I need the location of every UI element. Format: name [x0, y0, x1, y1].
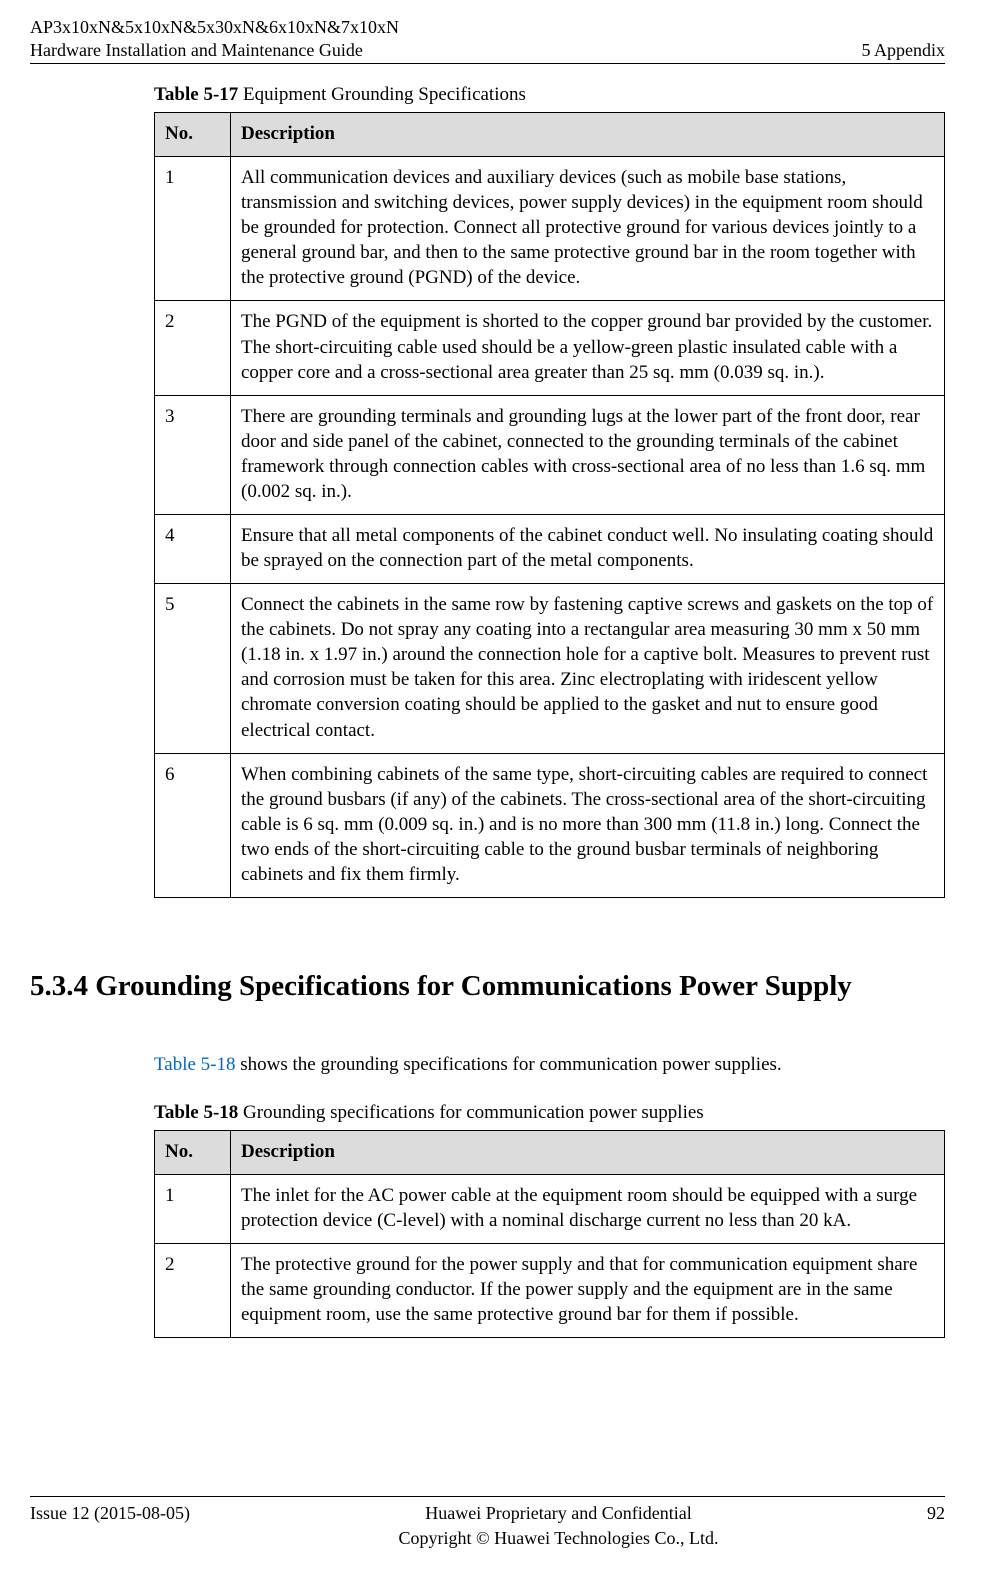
- table-2-caption-text: Grounding specifications for communicati…: [238, 1102, 703, 1123]
- table-1-cell-no: 2: [155, 301, 231, 395]
- table-2-head-desc: Description: [231, 1130, 945, 1174]
- table-1-cell-desc: All communication devices and auxiliary …: [231, 157, 945, 301]
- table-2-head-no: No.: [155, 1130, 231, 1174]
- table-1-cell-no: 1: [155, 157, 231, 301]
- table-1-caption-text: Equipment Grounding Specifications: [238, 84, 526, 105]
- table-2-cell-desc: The protective ground for the power supp…: [231, 1244, 945, 1338]
- table-2-xref[interactable]: Table 5-18: [154, 1054, 236, 1075]
- table-1-cell-no: 3: [155, 395, 231, 514]
- table-1-caption-label: Table 5-17: [154, 84, 238, 105]
- footer-proprietary: Huawei Proprietary and Confidential: [190, 1501, 927, 1525]
- table-row: 1 The inlet for the AC power cable at th…: [155, 1175, 945, 1244]
- table-row: 3 There are grounding terminals and grou…: [155, 395, 945, 514]
- footer-page-number: 92: [927, 1501, 945, 1525]
- table-row: 5 Connect the cabinets in the same row b…: [155, 584, 945, 753]
- page-header: AP3x10xN&5x10xN&5x30xN&6x10xN&7x10xN Har…: [30, 16, 945, 64]
- table-row: 6 When combining cabinets of the same ty…: [155, 753, 945, 897]
- table-row: 2 The PGND of the equipment is shorted t…: [155, 301, 945, 395]
- table-row: 4 Ensure that all metal components of th…: [155, 515, 945, 584]
- table-1-caption: Table 5-17 Equipment Grounding Specifica…: [154, 84, 945, 106]
- footer-issue: Issue 12 (2015-08-05): [30, 1501, 190, 1525]
- header-section: 5 Appendix: [862, 39, 946, 62]
- table-2-caption-label: Table 5-18: [154, 1102, 238, 1123]
- table-1-cell-desc: Connect the cabinets in the same row by …: [231, 584, 945, 753]
- table-1-cell-no: 6: [155, 753, 231, 897]
- table-1-cell-no: 4: [155, 515, 231, 584]
- table-1-head-no: No.: [155, 113, 231, 157]
- table-1-cell-desc: When combining cabinets of the same type…: [231, 753, 945, 897]
- footer-copyright: Copyright © Huawei Technologies Co., Ltd…: [190, 1526, 927, 1550]
- table-2-cell-desc: The inlet for the AC power cable at the …: [231, 1175, 945, 1244]
- table-1-cell-desc: The PGND of the equipment is shorted to …: [231, 301, 945, 395]
- table-1-cell-desc: Ensure that all metal components of the …: [231, 515, 945, 584]
- table-2-caption: Table 5-18 Grounding specifications for …: [154, 1102, 945, 1124]
- table-row: 2 The protective ground for the power su…: [155, 1244, 945, 1338]
- table-1-cell-desc: There are grounding terminals and ground…: [231, 395, 945, 514]
- header-product-line: AP3x10xN&5x10xN&5x30xN&6x10xN&7x10xN: [30, 16, 399, 39]
- table-1-head-desc: Description: [231, 113, 945, 157]
- intro-paragraph: Table 5-18 shows the grounding specifica…: [154, 1052, 945, 1078]
- table-1-cell-no: 5: [155, 584, 231, 753]
- table-row: 1 All communication devices and auxiliar…: [155, 157, 945, 301]
- header-doc-title: Hardware Installation and Maintenance Gu…: [30, 39, 399, 62]
- section-heading: 5.3.4 Grounding Specifications for Commu…: [30, 968, 945, 1004]
- table-2-cell-no: 2: [155, 1244, 231, 1338]
- intro-text: shows the grounding specifications for c…: [236, 1054, 782, 1075]
- table-2-cell-no: 1: [155, 1175, 231, 1244]
- table-1: No. Description 1 All communication devi…: [154, 112, 945, 898]
- page-footer: Issue 12 (2015-08-05) Huawei Proprietary…: [30, 1496, 945, 1550]
- table-2: No. Description 1 The inlet for the AC p…: [154, 1130, 945, 1338]
